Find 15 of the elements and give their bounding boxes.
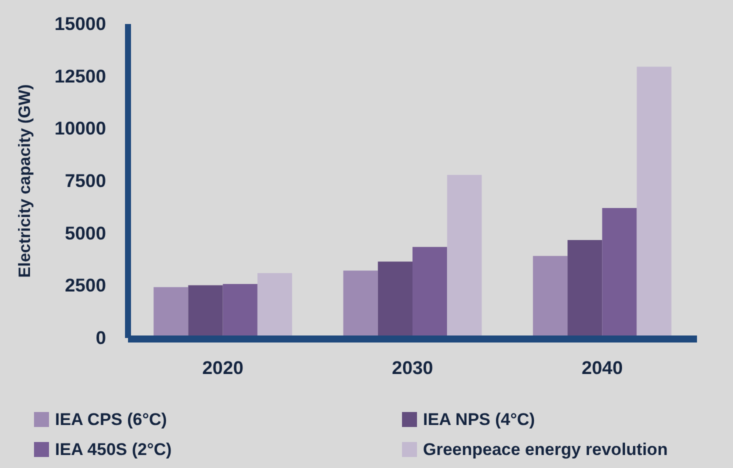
- y-tick-label: 7500: [64, 170, 106, 191]
- legend-label: IEA CPS (6°C): [55, 410, 167, 429]
- x-tick-label: 2020: [202, 357, 244, 378]
- y-tick-label: 5000: [64, 222, 106, 244]
- legend-label: IEA 450S (2°C): [55, 440, 172, 459]
- y-tick-label: 15000: [54, 12, 106, 34]
- legend-label: IEA NPS (4°C): [423, 410, 535, 429]
- y-axis-title: Electricity capacity (GW): [16, 84, 34, 278]
- x-tick-label: 2030: [392, 357, 434, 378]
- y-tick-label: 0: [96, 326, 106, 348]
- x-tick-label: 2040: [582, 357, 623, 378]
- y-tick-label: 12500: [54, 65, 106, 86]
- y-tick-label: 2500: [64, 274, 106, 296]
- y-tick-label: 10000: [54, 118, 106, 139]
- legend-label: Greenpeace energy revolution: [423, 440, 668, 459]
